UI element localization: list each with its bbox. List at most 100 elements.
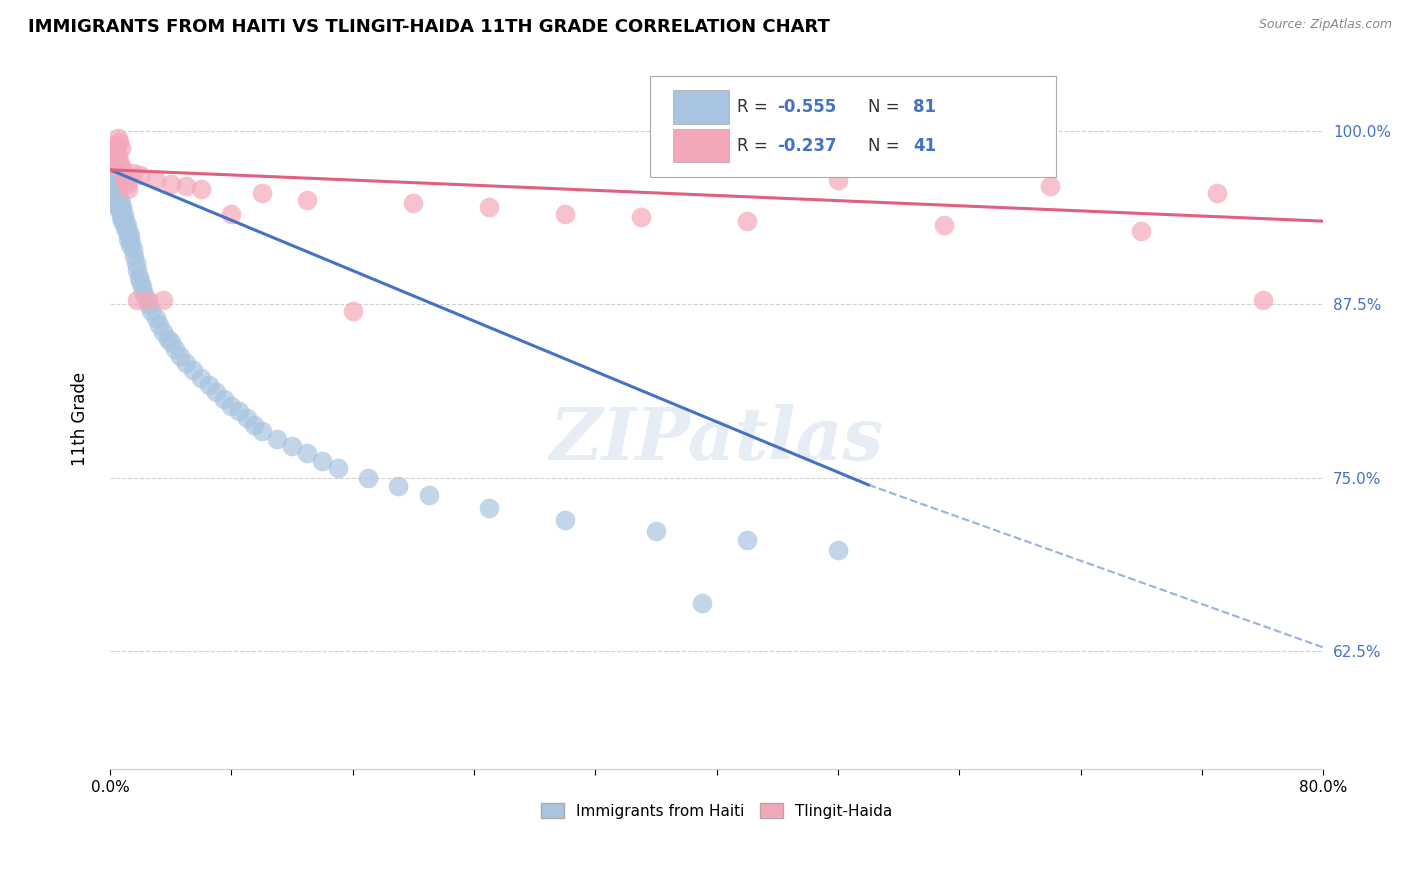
Point (101, 177, 124, 191)
Point (205, 384, 228, 399)
Legend: Immigrants from Haiti, Tlingit-Haida: Immigrants from Haiti, Tlingit-Haida (534, 797, 898, 825)
Point (117, 232, 139, 246)
Point (152, 325, 174, 339)
FancyBboxPatch shape (673, 90, 728, 124)
Point (120, 235, 142, 249)
Point (645, 524, 668, 538)
Point (107, 131, 129, 145)
Text: -0.555: -0.555 (778, 98, 837, 116)
Y-axis label: 11th Grade: 11th Grade (72, 372, 89, 466)
Point (100, 172, 122, 186)
Point (104, 194, 127, 208)
Point (117, 182, 139, 196)
FancyBboxPatch shape (673, 128, 728, 162)
Point (136, 297, 159, 311)
Point (1206, 186, 1229, 201)
Point (136, 293, 159, 308)
Point (108, 190, 131, 204)
Point (132, 285, 155, 299)
Point (134, 291, 156, 305)
Point (169, 349, 191, 363)
Text: N =: N = (869, 136, 905, 154)
Point (127, 262, 149, 277)
Point (115, 219, 138, 233)
Point (100, 179, 122, 194)
Point (159, 334, 181, 349)
Point (197, 378, 219, 392)
Point (174, 179, 197, 194)
Point (827, 543, 849, 558)
Point (342, 304, 364, 318)
Point (107, 186, 129, 201)
Point (115, 225, 138, 239)
Text: N =: N = (869, 98, 905, 116)
Point (110, 159, 132, 173)
Point (297, 446, 319, 460)
Point (159, 177, 181, 191)
Point (101, 145, 124, 159)
Point (183, 362, 205, 376)
Point (690, 596, 713, 610)
Point (266, 432, 288, 446)
Point (125, 256, 148, 270)
Point (107, 194, 129, 208)
Point (281, 439, 304, 453)
Text: IMMIGRANTS FROM HAITI VS TLINGIT-HAIDA 11TH GRADE CORRELATION CHART: IMMIGRANTS FROM HAITI VS TLINGIT-HAIDA 1… (28, 18, 830, 36)
Point (145, 311, 167, 326)
Point (105, 196, 128, 211)
Point (128, 269, 150, 284)
Point (105, 159, 128, 173)
Point (124, 249, 146, 263)
Point (554, 207, 576, 221)
Text: 41: 41 (914, 136, 936, 154)
Point (112, 207, 135, 221)
Point (118, 237, 141, 252)
Point (111, 214, 134, 228)
Point (250, 186, 273, 201)
Point (630, 210, 652, 224)
Point (131, 279, 153, 293)
Point (104, 154, 127, 169)
Point (100, 152, 122, 166)
FancyBboxPatch shape (650, 76, 1056, 178)
Point (104, 137, 127, 152)
Point (100, 165, 122, 179)
Point (111, 162, 134, 177)
Point (827, 172, 849, 186)
Point (250, 424, 273, 438)
Text: -0.237: -0.237 (778, 136, 837, 154)
Point (105, 189, 128, 203)
Point (228, 404, 250, 418)
Point (478, 200, 501, 214)
Point (129, 169, 152, 183)
Point (104, 179, 127, 194)
Point (101, 186, 124, 201)
Point (212, 392, 235, 406)
Point (127, 293, 149, 308)
Point (104, 186, 127, 201)
Point (387, 479, 409, 493)
Point (735, 214, 758, 228)
Point (145, 172, 167, 186)
Point (148, 318, 170, 333)
Point (402, 196, 425, 211)
Point (174, 356, 197, 370)
Point (105, 177, 128, 191)
Point (114, 214, 136, 228)
Point (101, 182, 124, 196)
Point (118, 228, 141, 243)
Point (129, 274, 152, 288)
Point (418, 487, 440, 501)
Point (478, 501, 501, 516)
Point (107, 200, 129, 214)
Point (110, 202, 132, 217)
Point (190, 182, 212, 196)
Point (190, 371, 212, 385)
Point (139, 304, 162, 318)
Point (121, 242, 143, 256)
Point (114, 221, 136, 235)
Point (297, 194, 319, 208)
Point (156, 332, 179, 346)
Point (108, 135, 131, 149)
Point (165, 342, 187, 356)
